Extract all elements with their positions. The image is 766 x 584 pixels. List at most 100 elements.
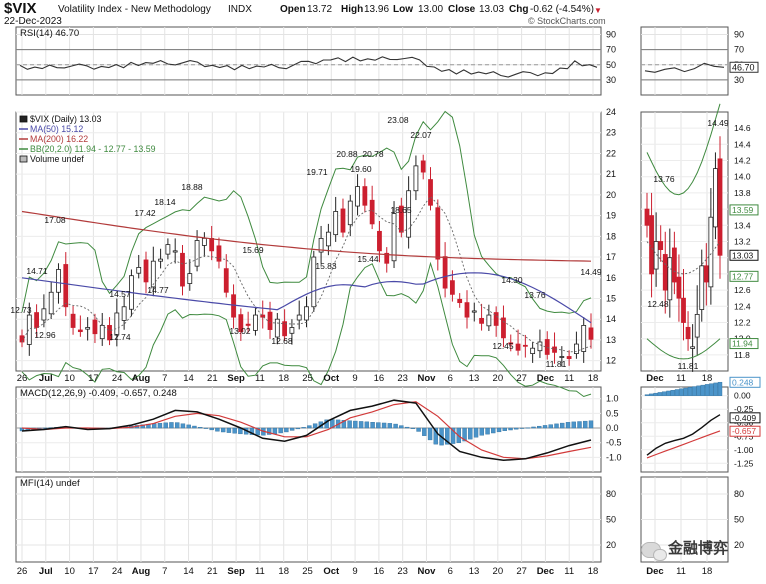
price-x-tick-label: 17 [88,373,99,384]
price-annotation: 15.69 [242,245,264,255]
macd-histogram-bar [197,427,203,429]
bb-lower-value-box [729,338,759,350]
bottom-x-tick-label: 17 [88,566,99,577]
inset-price-tick-label: 14.2 [734,156,751,166]
macd-histogram-bar [226,427,232,433]
macd-inset-tick-label: -0.25 [734,404,754,414]
ohlc-close-value: 13.03 [479,4,505,15]
macd-histogram-bar [462,427,467,442]
inset-candle-body [658,241,664,250]
price-tick-label: 14 [606,314,616,324]
macd-histogram-bar [353,420,358,429]
rsi-tick-label: 30 [606,75,616,85]
candle-body [77,329,83,333]
candle-body [442,256,448,289]
candle-body [515,343,521,351]
macd-histogram-bar [502,427,507,431]
mfi-inset-tick-label: 80 [734,489,744,499]
bottom-x-tick-label: 11 [564,566,574,577]
macd-inset-histogram-bar [687,387,693,396]
candle-body [574,343,579,354]
macd-histogram-bar [301,427,306,429]
rsi-line [19,56,598,78]
inset-price-annotation: 12.48 [647,299,669,309]
bottom-x-tick-label: 6 [448,566,453,577]
macd-title: MACD(12,26,9) -0.409, -0.657, 0.248 [20,388,177,399]
macd-histogram-bar [255,427,260,436]
price-tick-label: 21 [606,169,616,179]
price-annotation: 12.45 [492,341,514,351]
candle-body [136,266,142,274]
macd-histogram-bar [577,421,582,429]
macd-histogram-bar [174,422,180,429]
price-annotation: 20.88 [336,149,358,159]
macd-inset-histogram-bar [661,391,667,396]
price-x-tick-label: 9 [352,373,357,384]
bottom-x-tick-label: Jul [39,566,53,577]
inset-price-tick-label: 12.6 [734,285,751,295]
bottom-x-tick-label: 27 [516,566,527,577]
ma50-line [21,272,592,324]
macd-histogram-bar [496,427,502,433]
candle-body [428,179,433,206]
price-annotation: 12.68 [271,336,293,346]
macd-histogram-bar [209,427,214,431]
bottom-x-tick-label: 18 [588,566,599,577]
candle-body [260,314,266,318]
inset-candle-body [681,297,686,323]
candle-body [449,280,455,295]
price-annotation: 12.74 [109,332,131,342]
candle-body [245,323,251,326]
macd-histogram-bar [508,427,513,431]
price-tick-label: 15 [606,293,616,303]
macd-histogram-bar [485,427,490,435]
bottom-x-tick-label: Sep [227,566,245,577]
bb-mid-value-box [729,270,759,282]
macd-histogram-bar [525,427,530,429]
macd-histogram-bar [364,421,370,429]
candle-body [464,302,470,318]
macd-histogram-bar [249,427,255,435]
inset-price-tick-label: 14.4 [734,139,751,149]
price-x-tick-label: Sep [227,373,245,384]
bb-upper-value: 13.59 [732,205,754,215]
macd-histogram-bar [203,427,209,429]
bottom-x-tick-label: 11 [255,566,265,577]
macd-inset-histogram-bar [713,382,718,396]
legend-entry: Volume undef [30,154,84,164]
macd-histogram-bar [410,427,416,429]
inset-price-annotation: 13.76 [653,174,675,184]
price-annotation: 14.71 [26,266,48,276]
bottom-x-tick-label: 7 [162,566,167,577]
ohlc-low-value: 13.00 [418,4,444,15]
macd-tick-label: -1.0 [606,452,622,462]
price-annotation: 14.57 [109,289,131,299]
price-x-tick-label: Jul [39,373,53,384]
inset-bb-middle [646,241,721,275]
macd-histogram-bar [565,422,571,429]
price-x-tick-label: Dec [537,373,554,384]
candle-body [522,344,528,347]
candle-body [289,327,295,334]
price-annotation: 15.44 [357,254,379,264]
inset-candle-body [662,254,668,291]
price-annotation: 22.07 [410,130,432,140]
inset-candle-body [708,216,714,288]
candle-body [325,231,331,247]
macd-tick-label: 0.5 [606,408,619,418]
close-value-box [729,249,759,261]
macd-value-box [729,425,761,437]
candle-body [114,312,120,336]
macd-inset-tick-label: 0.00 [734,391,751,401]
macd-histogram-bar [491,427,496,434]
legend-entry: MA(50) 15.12 [30,124,83,134]
macd-tick-label: 0.0 [606,423,619,433]
macd-histogram-bar [542,425,548,429]
rsi-title: RSI(14) 46.70 [20,28,79,39]
macd-tick-label: 1.0 [606,394,619,404]
macd-histogram-bar [215,427,220,432]
rsi-inset-tick-label: 30 [734,75,744,85]
price-tick-label: 23 [606,128,616,138]
bb-lower-band [21,261,592,398]
